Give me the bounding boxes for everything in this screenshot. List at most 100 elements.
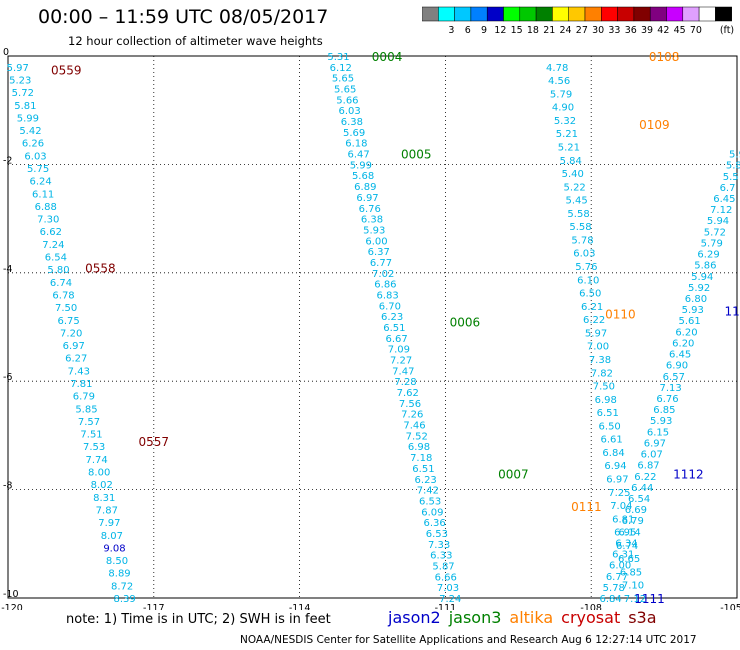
wave-height-value: 6.76 [359, 204, 381, 215]
wave-height-value: 6.29 [697, 250, 719, 261]
color-tick-label: 36 [625, 25, 637, 36]
wave-height-value: 5.80 [47, 265, 69, 276]
color-tick-label: 27 [576, 25, 588, 36]
wave-height-value: 6.85 [653, 405, 675, 416]
wave-height-value: 6.03 [339, 106, 361, 117]
wave-height-value: 6.80 [685, 294, 707, 305]
color-swatch [715, 6, 732, 22]
wave-height-value: 7.10 [622, 581, 644, 592]
wave-height-value: 6.37 [368, 247, 390, 258]
wave-height-value: 6.88 [35, 202, 57, 213]
wave-height-value: 5.40 [562, 169, 584, 180]
pass-label: 0005 [401, 148, 432, 162]
pass-label: 0004 [372, 50, 403, 64]
wave-height-value: 7.46 [403, 421, 425, 432]
wave-height-value: 6.97 [644, 438, 666, 449]
wave-height-value: 6.74 [50, 278, 72, 289]
wave-height-value: 5.97 [7, 63, 29, 74]
y-tick-label: -10 [3, 589, 19, 600]
wave-height-value: 5.66 [336, 95, 358, 106]
color-unit-label: (ft) [720, 25, 734, 36]
color-tick-label: 24 [560, 25, 572, 36]
plot-frame [7, 55, 738, 599]
wave-height-value: 5.75 [27, 164, 49, 175]
x-tick-label: -111 [435, 603, 457, 610]
wave-height-value: 5.69 [343, 128, 365, 139]
color-tick-label: 3 [448, 25, 454, 36]
wave-height-value: 8.02 [91, 480, 113, 491]
wave-height-value: 6.81 [612, 514, 634, 525]
wave-height-value: 6.47 [347, 150, 369, 161]
color-tick-label: 9 [481, 25, 487, 36]
wave-height-value: 6.11 [32, 189, 54, 200]
wave-height-value: 7.42 [417, 486, 439, 497]
wave-height-value: 5.22 [564, 182, 586, 193]
pass-label: 0109 [639, 118, 670, 132]
wave-height-value: 6.54 [45, 253, 67, 264]
wave-height-value: 5.68 [352, 171, 374, 182]
wave-height-value: 5.23 [9, 75, 31, 86]
wave-height-value: 5.78 [603, 583, 625, 594]
wave-height-value: 6.89 [354, 182, 376, 193]
wave-height-value: 6.54 [628, 494, 650, 505]
wave-height-value: 6.95 [614, 528, 636, 539]
color-tick-label: 33 [608, 25, 620, 36]
wave-height-value: 6.83 [377, 290, 399, 301]
color-tick-label: 70 [690, 25, 702, 36]
pass-label: 1112 [673, 467, 704, 481]
wave-height-value: 6.90 [666, 361, 688, 372]
pass-label: 0110 [605, 307, 636, 321]
color-tick-label: 45 [674, 25, 686, 36]
legend-entry-jason3: jason3 [448, 608, 502, 627]
wave-height-value: 5.94 [691, 272, 713, 283]
wave-height-value: 6.03 [24, 151, 46, 162]
wave-height-value: 6.67 [385, 334, 407, 345]
wave-height-value: 7.38 [589, 355, 611, 366]
wave-height-value: 6.69 [625, 505, 647, 516]
wave-height-value: 7.20 [60, 328, 82, 339]
wave-height-value: 5.21 [556, 129, 578, 140]
wave-height-value: 6.23 [415, 475, 437, 486]
wave-height-value: 5.85 [75, 404, 97, 415]
wave-height-value: 6.97 [356, 193, 378, 204]
wave-height-value: 6.79 [622, 516, 644, 527]
x-tick-label: -114 [289, 603, 311, 610]
wave-height-value: 5.58 [567, 209, 589, 220]
wave-height-value: 6.76 [656, 394, 678, 405]
wave-height-value: 7.82 [591, 368, 613, 379]
y-tick-label: -6 [3, 372, 12, 383]
legend-entry-altika: altika [509, 608, 554, 627]
wave-height-value: 6.22 [583, 315, 605, 326]
wave-height-value: 6.77 [370, 258, 392, 269]
wave-height-value: 7.12 [624, 594, 646, 605]
wave-height-value: 6.65 [618, 554, 640, 565]
wave-height-value: 5.93 [363, 225, 385, 236]
y-tick-label: -8 [3, 481, 12, 492]
y-tick-label: -4 [3, 264, 12, 275]
wave-height-value: 5.79 [550, 89, 572, 100]
wave-height-value: 6.45 [713, 194, 735, 205]
wave-height-value: 5.32 [554, 116, 576, 127]
wave-height-value: 6.57 [663, 372, 685, 383]
wave-height-value: 7.87 [96, 505, 118, 516]
wave-height-value: 6.94 [604, 461, 626, 472]
x-tick-label: -117 [143, 603, 165, 610]
color-tick-label: 15 [511, 25, 523, 36]
wave-height-value: 5.31 [327, 52, 349, 63]
wave-height-value: 7.25 [608, 488, 630, 499]
wave-height-value: 7.81 [70, 379, 92, 390]
wave-height-plot: -120 -117 -114 -111 -108 -1050-2-4-6-8-105.97… [1, 47, 740, 610]
wave-height-value: 6.31 [612, 550, 634, 561]
pass-label: 0108 [649, 50, 680, 64]
wave-height-value: 6.09 [421, 507, 443, 518]
wave-height-value: 8.72 [111, 581, 133, 592]
wave-height-value: 4.78 [546, 63, 568, 74]
wave-height-value: 6.84 [600, 594, 622, 605]
wave-height-value: 6.24 [29, 177, 51, 188]
wave-height-value: 6.51 [597, 408, 619, 419]
x-tick-label: -105 [720, 603, 740, 610]
pass-label: 0006 [450, 316, 481, 330]
wave-height-value: 6.14 [618, 527, 640, 538]
wave-height-value: 5.72 [12, 88, 34, 99]
wave-height-value: 5.99 [350, 160, 372, 171]
